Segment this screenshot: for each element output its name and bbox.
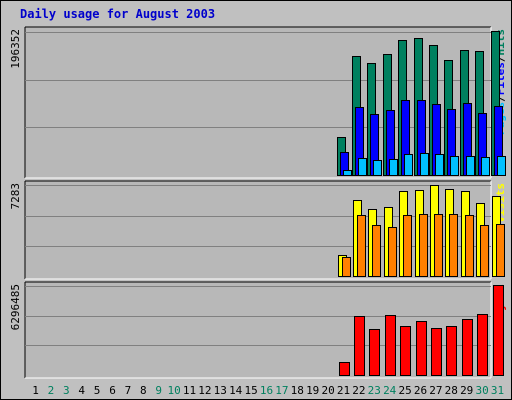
hits-files-pages-bar-pages-day-31 bbox=[497, 156, 506, 176]
x-tick-label-day-11: 11 bbox=[183, 384, 196, 397]
kbytes-bar-kbytes-day-30 bbox=[477, 314, 488, 376]
hits-files-pages-y-max-label: 196352 bbox=[9, 29, 22, 69]
hits-files-pages-bar-pages-day-26 bbox=[420, 153, 429, 176]
kbytes-bar-kbytes-day-25 bbox=[400, 326, 411, 376]
x-tick-label-day-19: 19 bbox=[306, 384, 319, 397]
x-tick-label-day-15: 15 bbox=[244, 384, 257, 397]
x-tick-label-day-8: 8 bbox=[140, 384, 147, 397]
x-tick-label-day-10: 10 bbox=[167, 384, 180, 397]
x-tick-label-day-3: 3 bbox=[63, 384, 70, 397]
x-tick-label-day-31: 31 bbox=[491, 384, 504, 397]
chart-title: Daily usage for August 2003 bbox=[20, 7, 215, 21]
kbytes-bar-kbytes-day-26 bbox=[416, 321, 427, 376]
x-tick-label-day-4: 4 bbox=[78, 384, 85, 397]
x-tick-label-day-17: 17 bbox=[275, 384, 288, 397]
x-tick-label-day-13: 13 bbox=[214, 384, 227, 397]
visits-sites-bar-sites-day-30 bbox=[480, 225, 489, 277]
kbytes-bar-kbytes-day-27 bbox=[431, 328, 442, 376]
x-tick-label-day-25: 25 bbox=[398, 384, 411, 397]
x-tick-label-day-5: 5 bbox=[94, 384, 101, 397]
hits-files-pages-bar-pages-day-22 bbox=[358, 158, 367, 176]
visits-sites-plot-area bbox=[25, 181, 491, 279]
legend-entry-slash: / bbox=[494, 55, 507, 62]
kbytes-bar-kbytes-day-23 bbox=[369, 329, 380, 376]
visits-sites-bar-sites-day-21 bbox=[342, 257, 351, 277]
visits-sites-y-max-label: 7283 bbox=[9, 183, 22, 210]
kbytes-y-max-label: 6296485 bbox=[9, 284, 22, 330]
kbytes-plot-area bbox=[25, 282, 491, 378]
x-tick-label-day-24: 24 bbox=[383, 384, 397, 397]
visits-sites-bar-sites-day-23 bbox=[372, 225, 381, 277]
x-tick-label-day-28: 28 bbox=[445, 384, 458, 397]
x-tick-label-day-29: 29 bbox=[460, 384, 473, 397]
kbytes-bar-kbytes-day-22 bbox=[354, 316, 365, 376]
visits-sites-bar-sites-day-22 bbox=[357, 215, 366, 277]
x-tick-label-day-26: 26 bbox=[414, 384, 427, 397]
kbytes-bar-kbytes-day-31 bbox=[493, 285, 504, 376]
hits-files-pages-bar-pages-day-24 bbox=[389, 159, 398, 176]
x-tick-label-day-20: 20 bbox=[321, 384, 334, 397]
kbytes-bar-kbytes-day-24 bbox=[385, 315, 396, 376]
x-tick-label-day-12: 12 bbox=[198, 384, 211, 397]
hits-files-pages-bar-pages-day-28 bbox=[450, 156, 459, 176]
hits-files-pages-bar-pages-day-30 bbox=[481, 157, 490, 176]
hits-files-pages-plot-area bbox=[25, 27, 491, 178]
hits-files-pages-bar-pages-day-27 bbox=[435, 154, 444, 176]
kbytes-bar-kbytes-day-29 bbox=[462, 319, 473, 376]
visits-sites-bar-sites-day-25 bbox=[403, 215, 412, 277]
x-tick-label-day-27: 27 bbox=[429, 384, 442, 397]
visits-sites-bar-sites-day-28 bbox=[449, 214, 458, 277]
x-tick-label-day-6: 6 bbox=[109, 384, 116, 397]
visits-sites-bar-sites-day-31 bbox=[496, 224, 505, 277]
hits-files-pages-bar-pages-day-21 bbox=[343, 170, 352, 176]
x-tick-label-day-9: 9 bbox=[155, 384, 162, 397]
hits-files-pages-bar-pages-day-29 bbox=[466, 156, 475, 176]
x-tick-label-day-18: 18 bbox=[291, 384, 304, 397]
x-tick-label-day-1: 1 bbox=[32, 384, 39, 397]
x-tick-label-day-21: 21 bbox=[337, 384, 350, 397]
hits-files-pages-bar-pages-day-25 bbox=[404, 154, 413, 176]
x-tick-label-day-7: 7 bbox=[125, 384, 132, 397]
visits-sites-bar-sites-day-24 bbox=[388, 227, 397, 277]
x-tick-label-day-14: 14 bbox=[229, 384, 243, 397]
kbytes-bar-kbytes-day-28 bbox=[446, 326, 457, 376]
x-tick-label-day-30: 30 bbox=[475, 384, 488, 397]
visits-sites-bar-sites-day-27 bbox=[434, 214, 443, 277]
x-tick-label-day-23: 23 bbox=[368, 384, 381, 397]
visits-sites-bar-sites-day-26 bbox=[419, 214, 428, 277]
x-tick-label-day-22: 22 bbox=[352, 384, 365, 397]
legend-entry-slash: / bbox=[494, 95, 507, 102]
visits-sites-bar-sites-day-29 bbox=[465, 215, 474, 277]
x-tick-label-day-2: 2 bbox=[48, 384, 55, 397]
kbytes-bar-kbytes-day-21 bbox=[339, 362, 350, 376]
hits-files-pages-bar-pages-day-23 bbox=[373, 160, 382, 176]
x-tick-label-day-16: 16 bbox=[260, 384, 273, 397]
